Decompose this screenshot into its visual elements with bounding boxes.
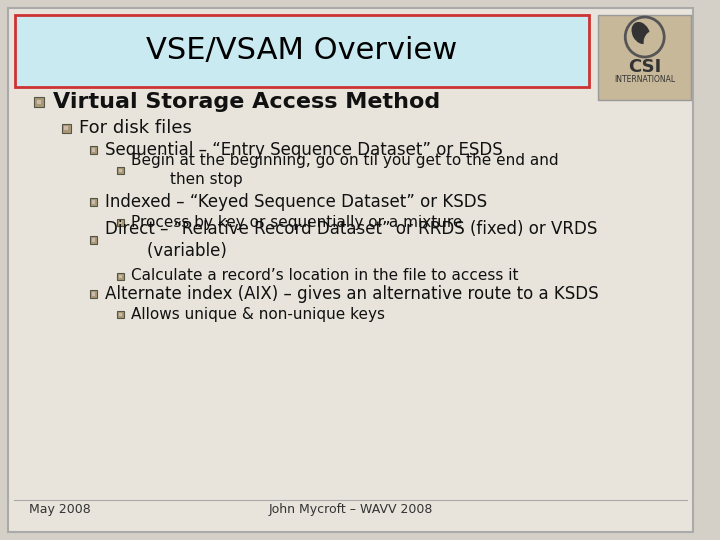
Text: VSE/VSAM Overview: VSE/VSAM Overview: [146, 37, 457, 65]
Text: CSI: CSI: [628, 58, 662, 76]
Text: John Mycroft – WAVV 2008: John Mycroft – WAVV 2008: [268, 503, 433, 516]
FancyBboxPatch shape: [8, 8, 693, 532]
Text: Alternate index (AIX) – gives an alternative route to a KSDS: Alternate index (AIX) – gives an alterna…: [105, 285, 599, 303]
FancyBboxPatch shape: [91, 292, 95, 296]
FancyBboxPatch shape: [91, 148, 95, 152]
FancyBboxPatch shape: [89, 146, 97, 154]
Text: Calculate a record’s location in the file to access it: Calculate a record’s location in the fil…: [131, 268, 519, 284]
FancyBboxPatch shape: [120, 274, 122, 278]
Text: May 2008: May 2008: [30, 503, 91, 516]
FancyBboxPatch shape: [598, 15, 691, 100]
Text: Indexed – “Keyed Sequence Dataset” or KSDS: Indexed – “Keyed Sequence Dataset” or KS…: [105, 193, 487, 211]
FancyBboxPatch shape: [34, 97, 44, 107]
Text: For disk files: For disk files: [78, 119, 192, 137]
Text: Direct – “Relative Record Dataset” or RRDS (fixed) or VRDS
        (variable): Direct – “Relative Record Dataset” or RR…: [105, 220, 598, 260]
FancyBboxPatch shape: [120, 220, 122, 224]
FancyBboxPatch shape: [117, 219, 124, 226]
FancyBboxPatch shape: [117, 273, 124, 280]
Text: INTERNATIONAL: INTERNATIONAL: [614, 76, 675, 84]
FancyBboxPatch shape: [91, 200, 95, 204]
Text: Process by key or sequentially or a mixture: Process by key or sequentially or a mixt…: [131, 214, 463, 230]
Text: Allows unique & non-unique keys: Allows unique & non-unique keys: [131, 307, 385, 321]
Text: Virtual Storage Access Method: Virtual Storage Access Method: [53, 92, 440, 112]
FancyBboxPatch shape: [117, 166, 124, 173]
FancyBboxPatch shape: [14, 15, 589, 87]
FancyBboxPatch shape: [62, 124, 71, 132]
FancyBboxPatch shape: [37, 100, 41, 104]
Ellipse shape: [632, 23, 649, 43]
FancyBboxPatch shape: [120, 313, 122, 315]
FancyBboxPatch shape: [64, 126, 68, 130]
FancyBboxPatch shape: [89, 198, 97, 206]
FancyBboxPatch shape: [89, 236, 97, 244]
FancyBboxPatch shape: [91, 238, 95, 242]
FancyBboxPatch shape: [89, 290, 97, 298]
Text: Begin at the beginning, go on til you get to the end and
        then stop: Begin at the beginning, go on til you ge…: [131, 153, 559, 187]
Text: Sequential – “Entry Sequence Dataset” or ESDS: Sequential – “Entry Sequence Dataset” or…: [105, 141, 503, 159]
FancyBboxPatch shape: [117, 310, 124, 318]
Ellipse shape: [644, 32, 655, 48]
FancyBboxPatch shape: [120, 168, 122, 172]
